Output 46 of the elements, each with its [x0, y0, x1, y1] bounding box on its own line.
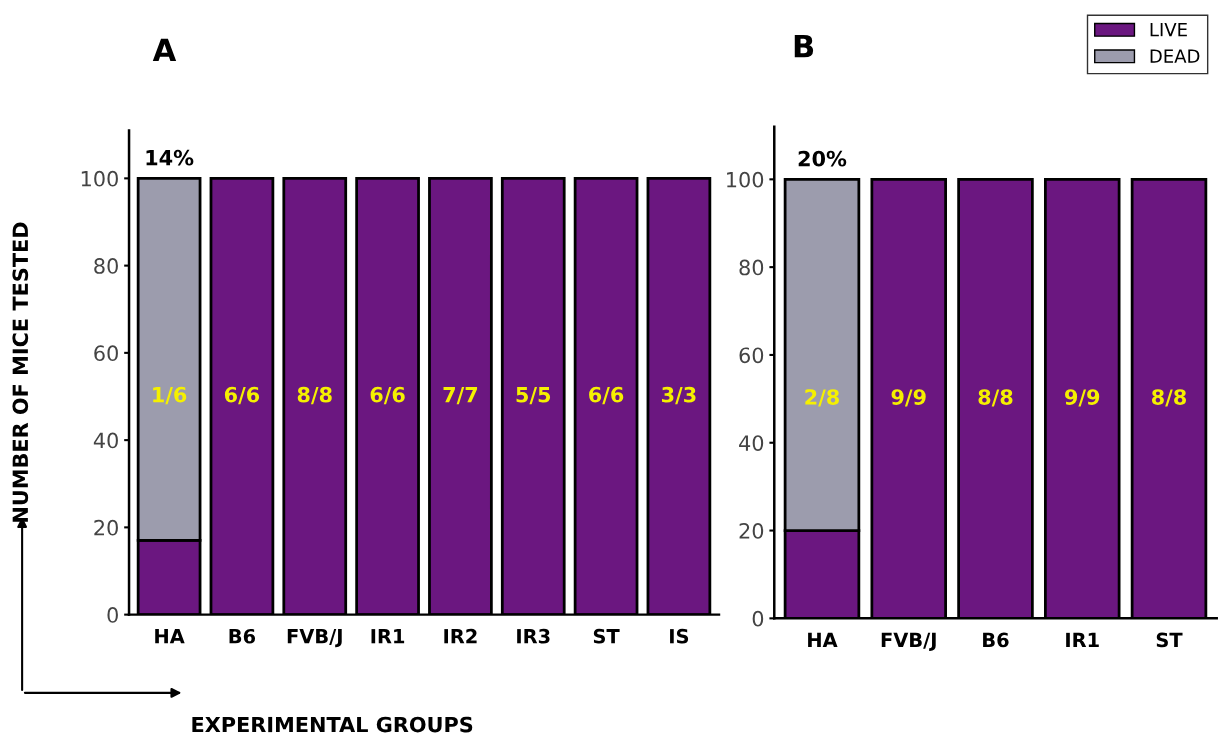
annotation: 20% — [798, 150, 847, 167]
annotation: 8/8 — [978, 389, 1013, 407]
x-tick-label: ST — [1156, 632, 1183, 648]
annotation: 8/8 — [1151, 389, 1186, 407]
annotation: 6/6 — [589, 386, 624, 405]
y-tick-label: 40 — [739, 435, 764, 451]
annotation: 1/6 — [153, 386, 187, 405]
x-tick-label: IR2 — [444, 628, 477, 644]
y-tick-label: 80 — [94, 258, 118, 274]
y-tick-label: 80 — [739, 259, 764, 276]
x-tick-label: IR1 — [1066, 632, 1099, 648]
chart-title: B — [794, 34, 814, 58]
legend-label: LIVE — [1150, 22, 1187, 37]
y-tick-label: 20 — [739, 523, 764, 539]
x-tick-label: HA — [155, 629, 185, 644]
x-axis-title: EXPERIMENTAL GROUPS — [192, 716, 473, 733]
x-tick-label: HA — [808, 632, 838, 648]
annotation: 9/9 — [891, 389, 926, 407]
y-tick-label: 60 — [94, 345, 118, 362]
y-tick-label: 40 — [93, 432, 118, 449]
annotation: 8/8 — [297, 386, 332, 405]
x-tick-label: IS — [670, 628, 689, 644]
legend-label: DEAD — [1150, 49, 1200, 63]
y-tick-label: 100 — [81, 170, 118, 187]
y-tick-label: 60 — [739, 347, 764, 364]
x-tick-label: IR1 — [371, 629, 405, 644]
y-tick-label: 100 — [727, 171, 764, 188]
annotation: 5/5 — [516, 387, 551, 405]
annotation: 9/9 — [1065, 389, 1100, 407]
x-tick-label: IR3 — [517, 628, 550, 644]
y-tick-label: 0 — [752, 610, 764, 627]
y-tick-label: 20 — [94, 519, 118, 536]
x-tick-label: FVB/J — [287, 629, 342, 648]
annotation: 3/3 — [662, 386, 696, 405]
chart-title: A — [152, 38, 177, 61]
annotation: 6/6 — [370, 386, 405, 405]
x-tick-label: B6 — [229, 628, 256, 644]
annotation: 6/6 — [224, 386, 260, 405]
y-tick-label: 0 — [107, 607, 118, 623]
annotation: 14% — [146, 149, 194, 166]
x-tick-label: FVB/J — [881, 632, 936, 651]
annotation: 7/7 — [443, 387, 478, 405]
x-tick-label: B6 — [983, 632, 1009, 648]
x-tick-label: ST — [593, 628, 620, 644]
annotation: 2/8 — [805, 389, 839, 407]
y-axis-title: NUMBER OF MICE TESTED — [12, 222, 29, 522]
